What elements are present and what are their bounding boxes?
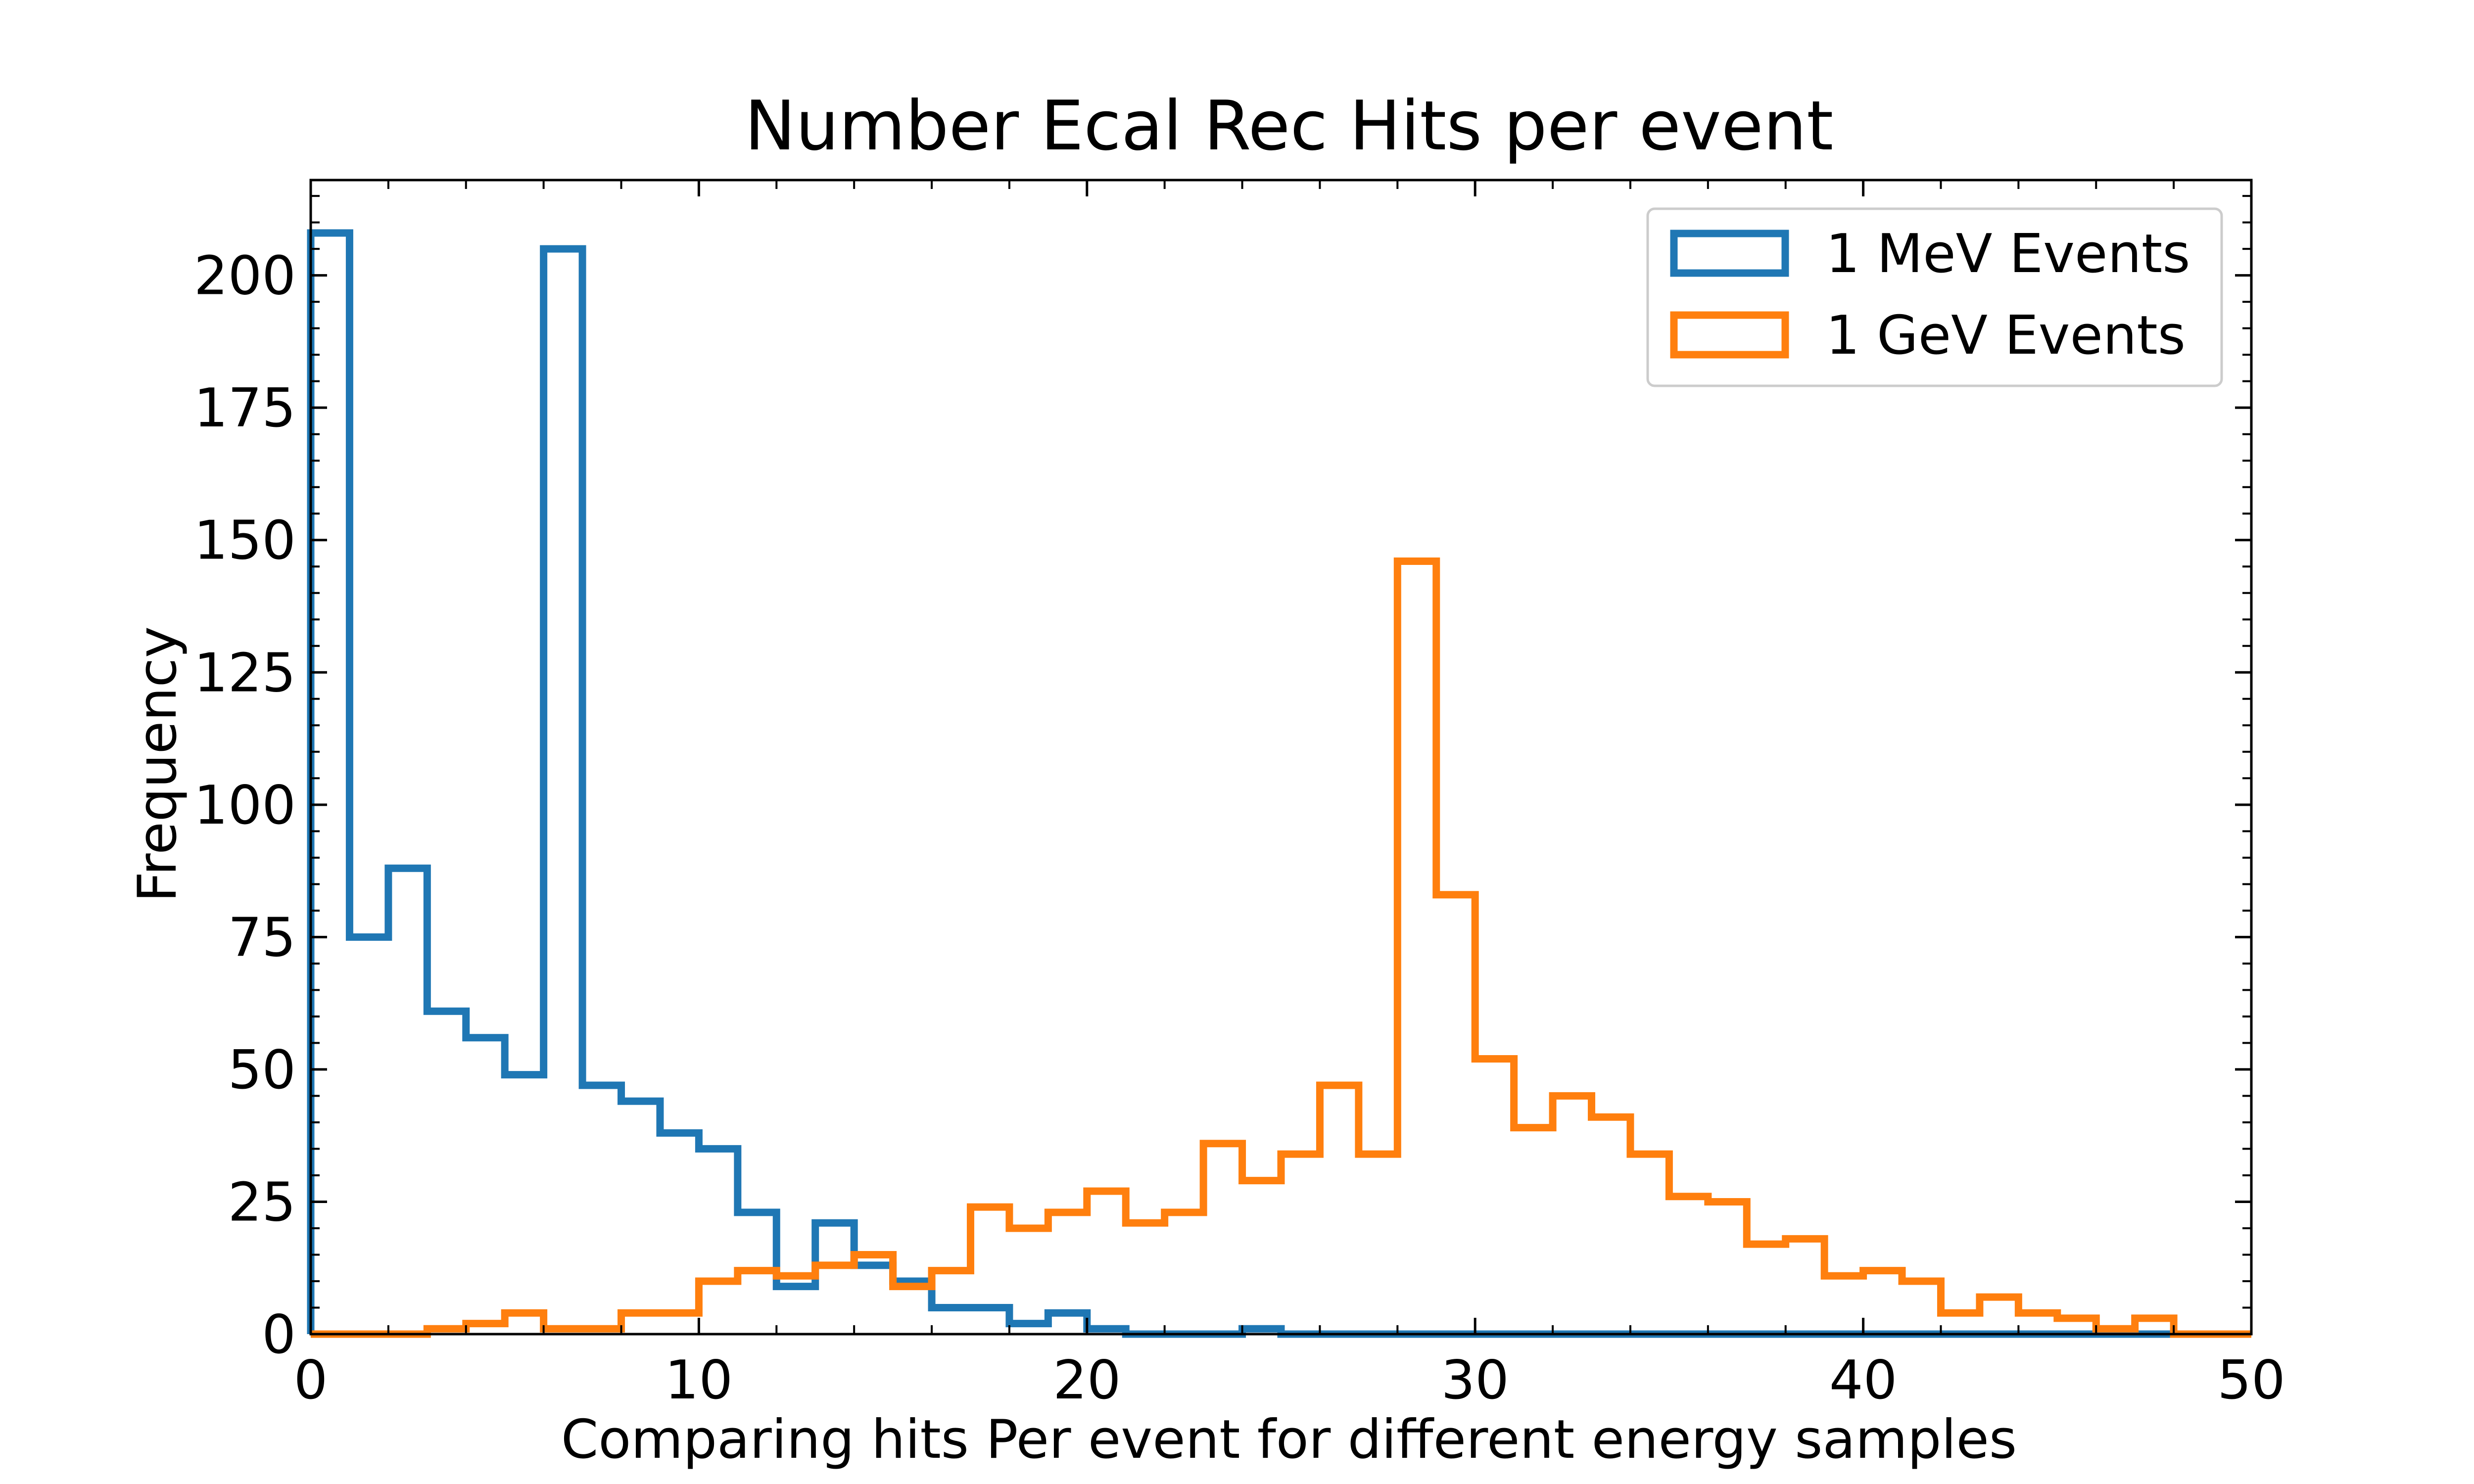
legend: 1 MeV Events 1 GeV Events	[1646, 207, 2223, 387]
legend-label: 1 MeV Events	[1826, 223, 2190, 285]
legend-swatch	[1670, 230, 1789, 277]
y-tick-label: 75	[228, 907, 296, 969]
legend-box	[1646, 207, 2223, 387]
x-axis-label: Comparing hits Per event for different e…	[561, 1409, 2017, 1471]
x-tick-label: 40	[1829, 1349, 1897, 1411]
axes-layer: 0 10 20 30 40 50 0 25 50 75 100 125 150 175 200	[194, 179, 2285, 1411]
x-tick-label: 0	[294, 1349, 328, 1411]
chart-title: Number Ecal Rec Hits per event	[745, 86, 1834, 166]
y-tick-label: 25	[228, 1171, 296, 1233]
y-tick-label: 200	[194, 245, 296, 307]
y-tick-label: 100	[194, 775, 296, 836]
x-tick-label: 30	[1441, 1349, 1509, 1411]
series-line-2	[311, 557, 2251, 1338]
y-tick-label: 0	[262, 1304, 296, 1366]
legend-swatch	[1670, 311, 1789, 359]
x-tick-label: 10	[665, 1349, 733, 1411]
y-tick-label: 50	[228, 1039, 296, 1101]
y-tick-label: 175	[194, 377, 296, 439]
legend-label: 1 GeV Events	[1826, 305, 2186, 367]
y-tick-label: 125	[194, 642, 296, 704]
y-tick-label: 150	[194, 510, 296, 572]
y-axis-label: Frequency	[127, 626, 189, 902]
plot-frame	[309, 179, 2253, 1336]
x-tick-label: 50	[2217, 1349, 2285, 1411]
x-tick-label: 20	[1053, 1349, 1121, 1411]
